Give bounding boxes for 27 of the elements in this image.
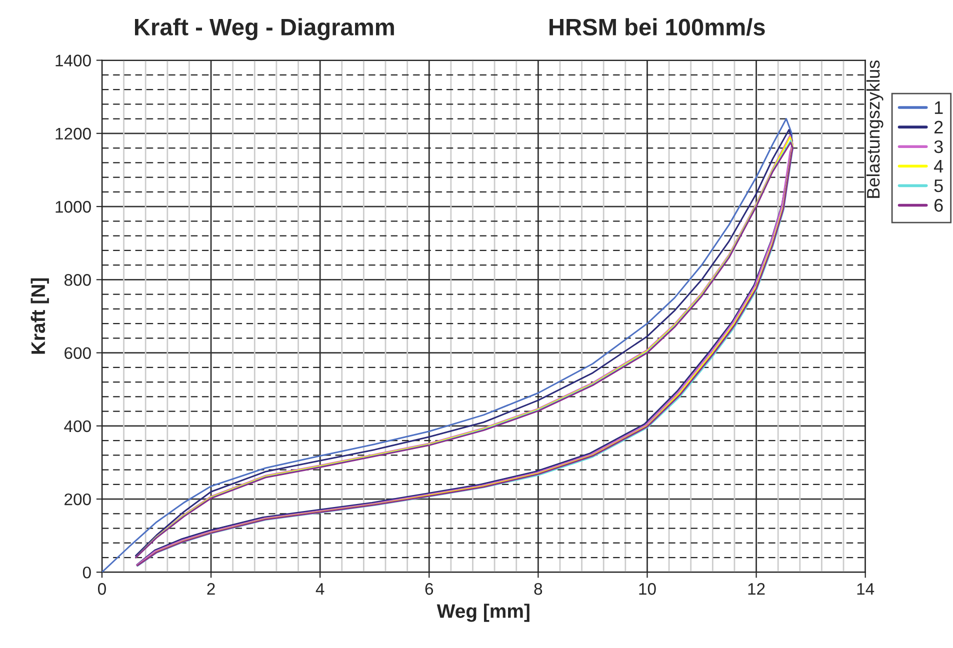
legend-label: 2: [934, 120, 943, 134]
x-tick-label: 4: [316, 583, 324, 595]
chart-subtitle: HRSM bei 100mm/s: [550, 18, 765, 36]
legend-label: 1: [934, 101, 943, 114]
y-tick-label: 400: [64, 420, 91, 432]
legend-label: 3: [934, 140, 943, 154]
x-axis-title: Weg [mm]: [436, 604, 530, 622]
legend-label: 5: [934, 180, 943, 192]
x-tick-label: 8: [534, 583, 542, 595]
legend-label: 6: [934, 198, 943, 212]
x-tick-label: 0: [98, 583, 106, 595]
y-tick-label: 200: [64, 493, 91, 506]
x-tick-label: 14: [857, 583, 874, 595]
y-tick-label: 800: [64, 274, 91, 286]
y-tick-label: 600: [64, 347, 91, 359]
y-tick-label: 1400: [56, 54, 91, 66]
x-tick-label: 6: [425, 583, 434, 595]
y-tick-label: 1000: [56, 200, 91, 213]
chart-title: Kraft - Weg - Diagramm: [135, 18, 394, 40]
y-tick-label: 0: [82, 566, 91, 578]
legend-label: 4: [934, 160, 944, 172]
x-tick-label: 10: [639, 583, 656, 595]
x-tick-label: 12: [748, 583, 765, 595]
y-axis-title: Kraft [N]: [30, 278, 49, 354]
legend-title: Belastungszyklus: [866, 60, 884, 198]
x-tick-label: 2: [207, 583, 215, 595]
y-tick-label: 1200: [56, 128, 91, 140]
